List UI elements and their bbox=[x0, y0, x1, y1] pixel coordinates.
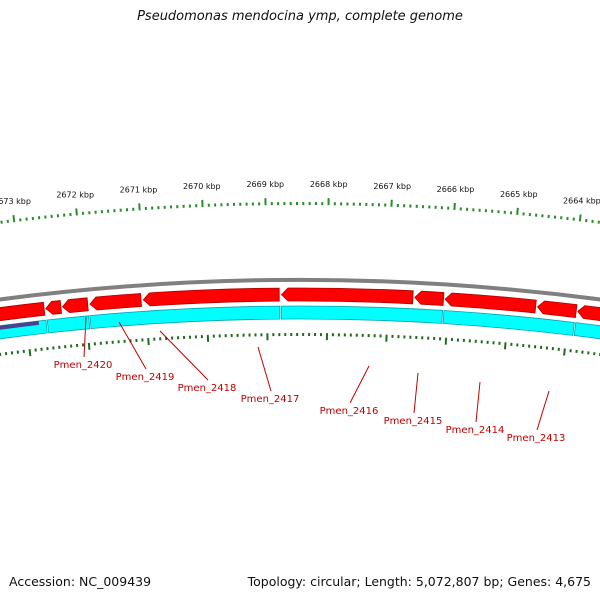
scale-label: 2665 kbp bbox=[500, 190, 538, 199]
major-tick bbox=[12, 215, 16, 223]
major-tick bbox=[75, 208, 78, 216]
leader-line bbox=[118, 321, 147, 370]
gene-arrow bbox=[280, 287, 414, 305]
major-tick bbox=[578, 214, 582, 222]
gene-arrow bbox=[89, 293, 142, 311]
scale-label: 2664 kbp bbox=[563, 197, 600, 206]
major-tick bbox=[503, 342, 507, 350]
inner-scale-ticks bbox=[0, 333, 600, 357]
label-leader-lines bbox=[83, 316, 550, 431]
leader-line bbox=[159, 330, 209, 381]
major-tick bbox=[516, 207, 519, 215]
gene-label: Pmen_2416 bbox=[320, 406, 379, 417]
gene-arrow bbox=[577, 305, 600, 322]
gene-label: Pmen_2420 bbox=[54, 360, 113, 371]
gene-arrow bbox=[444, 292, 537, 314]
gene-track bbox=[0, 287, 600, 322]
map-title: Pseudomonas mendocina ymp, complete geno… bbox=[137, 9, 463, 24]
scale-labels: 2673 kbp 2672 kbp 2671 kbp 2670 kbp 2669 kbp… bbox=[0, 180, 600, 206]
gene-arrow bbox=[536, 300, 578, 319]
scale-label: 2672 kbp bbox=[56, 191, 94, 200]
leader-line bbox=[475, 381, 481, 423]
scale-label: 2666 kbp bbox=[437, 185, 475, 194]
major-tick bbox=[28, 349, 32, 357]
gene-arrow bbox=[0, 301, 46, 322]
leader-line bbox=[257, 346, 272, 392]
gene-arrow bbox=[414, 290, 445, 306]
cds-feature bbox=[46, 315, 91, 334]
scale-label: 2670 kbp bbox=[183, 182, 221, 191]
gene-label: Pmen_2418 bbox=[178, 383, 237, 394]
leader-line bbox=[536, 390, 550, 431]
cds-feature bbox=[573, 322, 600, 340]
major-tick bbox=[563, 348, 566, 356]
leader-line bbox=[413, 372, 419, 414]
gene-arrow bbox=[61, 297, 89, 314]
other-feature bbox=[0, 320, 39, 330]
major-tick bbox=[87, 342, 91, 350]
gene-arrow bbox=[45, 300, 63, 315]
cds-feature bbox=[442, 310, 575, 336]
cds-feature bbox=[89, 305, 281, 330]
scale-label: 2673 kbp bbox=[0, 197, 31, 206]
gene-label: Pmen_2414 bbox=[446, 425, 505, 436]
accession-text: Accession: NC_009439 bbox=[9, 574, 152, 589]
gene-arrow bbox=[142, 287, 280, 307]
gene-label: Pmen_2413 bbox=[507, 433, 566, 444]
scale-label: 2668 kbp bbox=[310, 180, 348, 189]
gene-label: Pmen_2415 bbox=[384, 416, 443, 427]
scale-label: 2667 kbp bbox=[373, 182, 411, 191]
genome-backbone bbox=[0, 278, 600, 302]
scale-label: 2669 kbp bbox=[246, 180, 284, 189]
cds-track bbox=[0, 305, 600, 340]
scale-label: 2671 kbp bbox=[120, 185, 158, 194]
leader-line bbox=[349, 365, 370, 404]
leader-line bbox=[83, 316, 87, 358]
cds-feature bbox=[280, 305, 444, 324]
gene-label: Pmen_2419 bbox=[116, 372, 175, 383]
genome-summary-text: Topology: circular; Length: 5,072,807 bp… bbox=[247, 574, 591, 589]
gene-label: Pmen_2417 bbox=[241, 394, 300, 405]
outer-scale-ticks bbox=[0, 198, 600, 224]
